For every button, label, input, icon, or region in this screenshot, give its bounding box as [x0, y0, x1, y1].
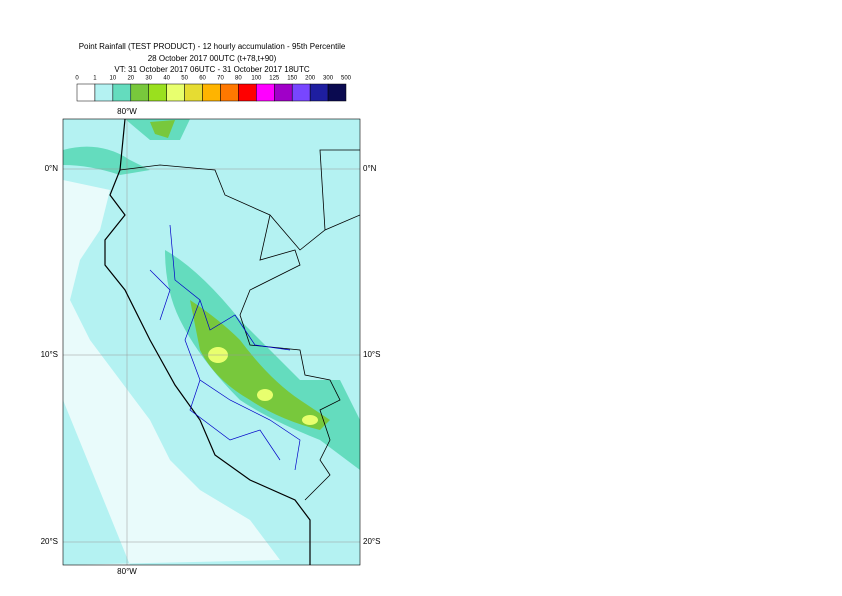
rain-area	[150, 120, 175, 138]
legend-swatch	[76, 83, 96, 102]
lat-label: 0°N	[45, 164, 59, 173]
lat-label: 0°N	[363, 164, 377, 173]
legend-label: 80	[235, 76, 242, 82]
legend-label: 150	[287, 76, 298, 82]
border	[119, 149, 360, 501]
lon-label: 80°W	[117, 107, 137, 116]
legend-label: 100	[251, 76, 262, 82]
rain-area	[257, 389, 273, 401]
legend-swatch	[130, 83, 149, 102]
legend-label: 10	[110, 76, 117, 82]
valid-time: VT: 31 October 2017 06UTC - 31 October 2…	[114, 65, 309, 74]
lat-label: 10°S	[363, 350, 380, 359]
legend-swatch	[94, 83, 114, 102]
legend-label: 125	[269, 76, 280, 82]
legend-swatch	[327, 83, 347, 102]
legend-label: 60	[199, 76, 206, 82]
legend-label: 200	[305, 76, 316, 82]
title: Point Rainfall (TEST PRODUCT) - 12 hourl…	[79, 42, 346, 51]
legend: 0 1 10 20 30 40 50 60 70 80 100 125 150 200 300 500	[75, 76, 352, 102]
legend-swatch	[256, 83, 275, 102]
rain-area	[302, 415, 318, 425]
legend-swatch	[166, 83, 185, 102]
rain-area	[190, 300, 330, 430]
legend-swatch	[112, 83, 132, 102]
legend-label: 1	[93, 76, 97, 82]
legend-swatch	[274, 83, 293, 102]
legend-swatch	[202, 83, 221, 102]
legend-label: 50	[181, 76, 188, 82]
dry-area	[63, 180, 280, 565]
legend-label: 40	[163, 76, 170, 82]
legend-label: 20	[127, 76, 134, 82]
map	[63, 119, 360, 565]
legend-label: 70	[217, 76, 224, 82]
base-time: 28 October 2017 00UTC (t+78,t+90)	[148, 54, 277, 63]
legend-label: 500	[341, 76, 352, 82]
legend-label: 300	[323, 76, 334, 82]
rain-area	[63, 146, 150, 175]
lat-label: 10°S	[41, 350, 58, 359]
legend-label: 30	[145, 76, 152, 82]
legend-swatch	[148, 83, 167, 102]
legend-swatch	[184, 83, 203, 102]
region-border	[149, 224, 301, 471]
coastline	[104, 119, 311, 565]
map-frame	[62, 118, 361, 566]
lon-label: 80°W	[117, 567, 137, 576]
lat-label: 20°S	[363, 537, 380, 546]
legend-swatch	[238, 83, 257, 102]
lat-label: 20°S	[41, 537, 58, 546]
legend-swatch	[309, 83, 329, 102]
legend-swatch	[220, 83, 239, 102]
legend-swatch	[291, 83, 311, 102]
legend-label: 0	[75, 76, 79, 82]
